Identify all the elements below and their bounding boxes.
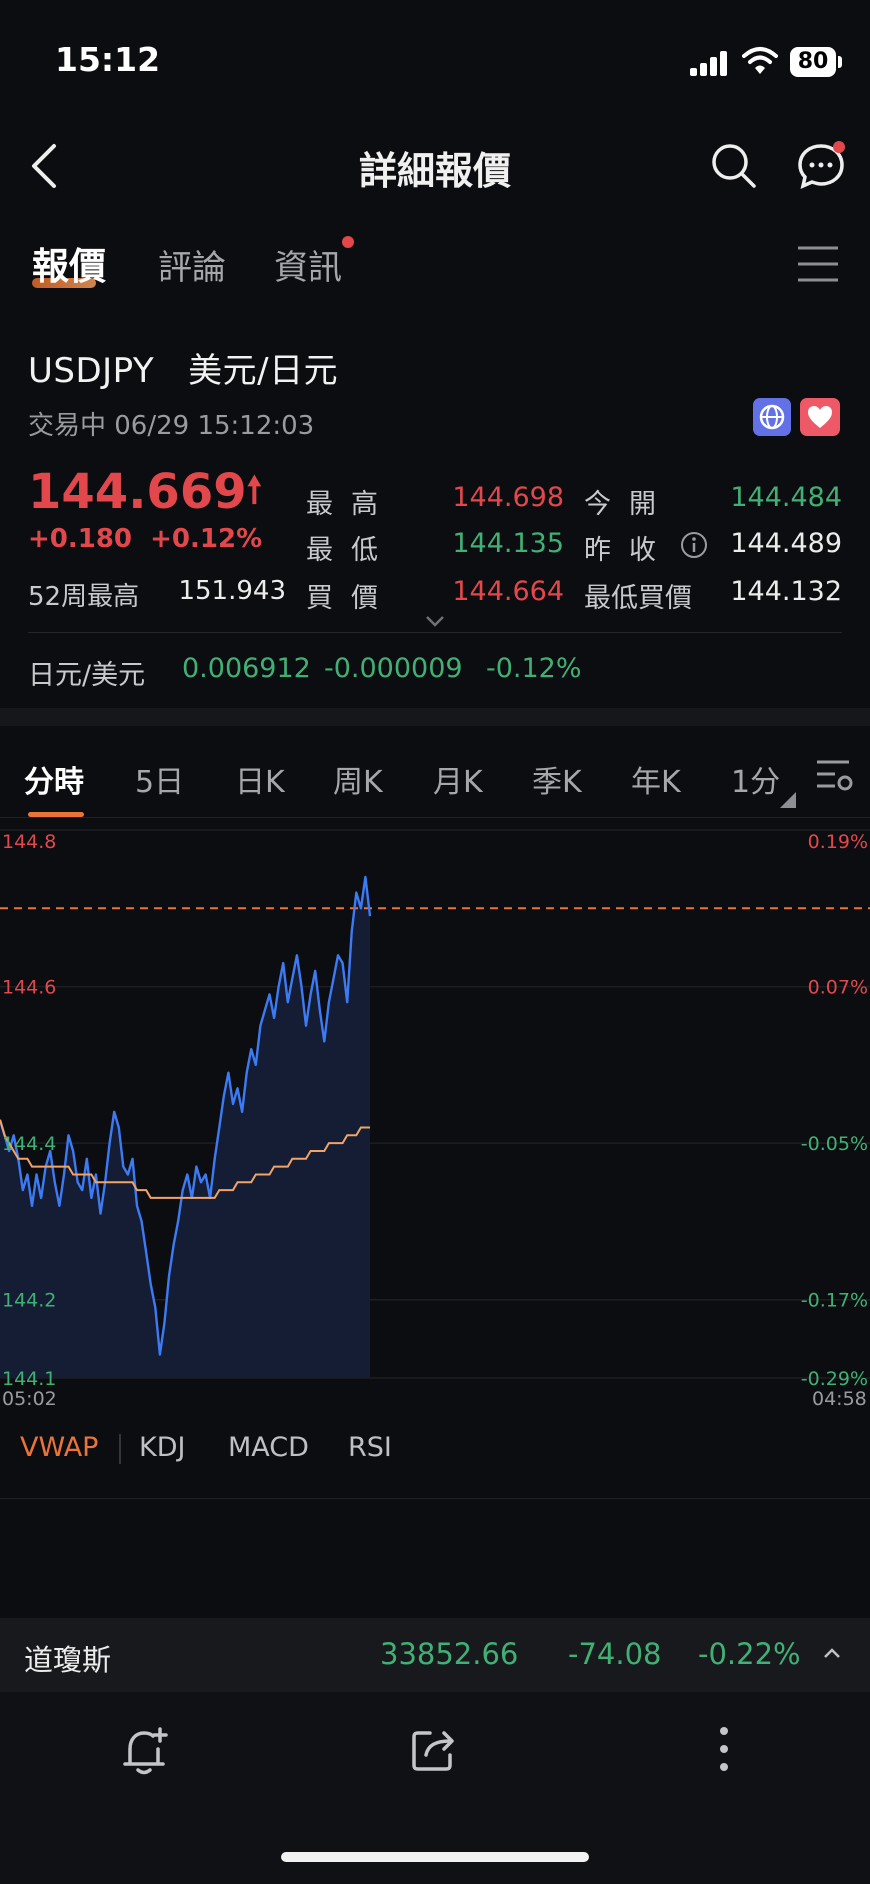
axis-tick-labels: 144.8 0.19% 144.6 0.07% 144.4 -0.05% 144.2 -0.1… xyxy=(2,831,868,1388)
favorite-heart-icon[interactable] xyxy=(800,398,840,436)
low-label: 最低 xyxy=(306,535,396,566)
index-percent: -0.22% xyxy=(698,1637,801,1671)
bid-value: 144.664 xyxy=(452,576,564,607)
page-title: 詳細報價 xyxy=(358,149,511,193)
chevron-up-icon[interactable] xyxy=(822,1646,842,1660)
y-tick-label-right: -0.29% xyxy=(801,1368,868,1388)
price-change: +0.180 +0.12% xyxy=(28,524,263,554)
week52-high-value: 151.943 xyxy=(178,576,286,606)
y-tick-label-left: 144.2 xyxy=(2,1290,56,1312)
x-axis-end-label: 04:58 xyxy=(812,1388,867,1410)
index-ticker-bar[interactable] xyxy=(0,1618,870,1692)
chart-tab-intraday[interactable]: 分時 xyxy=(24,765,84,800)
more-options-icon[interactable] xyxy=(718,1726,730,1772)
low-value: 144.135 xyxy=(452,528,564,559)
battery-tip xyxy=(838,56,842,68)
index-name: 道瓊斯 xyxy=(24,1643,112,1677)
open-value: 144.484 xyxy=(730,482,842,513)
expand-chevron-icon[interactable] xyxy=(424,614,446,628)
last-price: 144.669🠕 xyxy=(28,464,262,525)
y-tick-label-right: 0.19% xyxy=(808,831,868,853)
index-change: -74.08 xyxy=(568,1637,662,1671)
price-alert-bell-icon[interactable] xyxy=(122,1725,170,1777)
chart-tab-weekly[interactable]: 周K xyxy=(333,765,383,800)
intraday-chart[interactable]: 144.8 0.19% 144.6 0.07% 144.4 -0.05% 144.2 -0.1… xyxy=(0,818,870,1388)
cross-rate-value: 0.006912 xyxy=(182,653,311,684)
wifi-icon xyxy=(742,47,778,74)
search-icon[interactable] xyxy=(710,142,758,190)
indicator-kdj[interactable]: KDJ xyxy=(139,1432,186,1463)
bid-label: 買價 xyxy=(306,583,396,614)
min-bid-value: 144.132 xyxy=(730,576,842,607)
min-bid-label: 最低買價 xyxy=(584,583,692,614)
cellular-signal-icon xyxy=(690,50,730,76)
prev-close-label: 昨收 xyxy=(584,535,674,566)
index-value: 33852.66 xyxy=(380,1637,519,1671)
chart-tab-1min[interactable]: 1分 xyxy=(731,765,781,800)
chart-settings-icon[interactable] xyxy=(815,758,855,794)
open-label: 今開 xyxy=(584,489,674,520)
chart-tab-quarterly[interactable]: 季K xyxy=(532,765,582,800)
chart-tab-underline xyxy=(28,812,84,817)
chart-tab-yearly[interactable]: 年K xyxy=(631,765,681,800)
chart-tab-5day[interactable]: 5日 xyxy=(135,765,185,800)
info-icon[interactable] xyxy=(680,531,708,559)
news-notification-dot xyxy=(342,236,354,248)
last-price-value: 144.669 xyxy=(28,464,247,520)
y-tick-label-left: 144.8 xyxy=(2,831,56,853)
x-axis-start-label: 05:02 xyxy=(2,1388,57,1410)
tab-quote-underline xyxy=(32,278,96,288)
divider xyxy=(28,632,842,633)
high-value: 144.698 xyxy=(452,482,564,513)
trading-status: 交易中 06/29 15:12:03 xyxy=(28,411,315,441)
indicator-macd[interactable]: MACD xyxy=(228,1432,309,1463)
indicator-vwap[interactable]: VWAP xyxy=(20,1432,99,1463)
back-button[interactable] xyxy=(26,142,62,190)
tab-quote[interactable]: 報價 xyxy=(32,245,106,288)
price-line-series xyxy=(0,875,372,1356)
cross-rate-change: -0.000009 xyxy=(324,653,463,684)
cross-rate-label: 日元/美元 xyxy=(28,660,146,691)
home-indicator xyxy=(281,1852,589,1862)
battery-indicator: 80 xyxy=(790,47,836,77)
prev-close-value: 144.489 xyxy=(730,528,842,559)
y-tick-label-left: 144.1 xyxy=(2,1368,56,1388)
menu-icon[interactable] xyxy=(798,246,838,282)
y-tick-label-left: 144.6 xyxy=(2,977,56,999)
status-time: 15:12 xyxy=(55,40,161,79)
indicator-separator xyxy=(119,1434,121,1464)
message-icon[interactable] xyxy=(795,140,847,192)
y-tick-label-right: -0.05% xyxy=(801,1133,868,1155)
indicator-rsi[interactable]: RSI xyxy=(348,1432,392,1463)
tab-comments[interactable]: 評論 xyxy=(158,248,226,288)
week52-high-label: 52周最高 xyxy=(28,582,140,612)
tab-news[interactable]: 資訊 xyxy=(274,248,342,288)
section-gap xyxy=(0,708,870,726)
y-tick-label-right: -0.17% xyxy=(801,1290,868,1312)
chart-tab-monthly[interactable]: 月K xyxy=(433,765,483,800)
share-icon[interactable] xyxy=(410,1725,458,1773)
divider xyxy=(0,1498,870,1499)
divider xyxy=(0,817,870,818)
dropdown-corner-icon xyxy=(780,792,796,808)
vwap-line-series xyxy=(0,1119,370,1199)
symbol-name: USDJPY 美元/日元 xyxy=(28,351,339,391)
chart-tab-daily[interactable]: 日K xyxy=(235,765,285,800)
high-label: 最高 xyxy=(306,489,396,520)
globe-icon[interactable] xyxy=(753,398,791,436)
up-arrow-icon: 🠕 xyxy=(246,470,263,511)
y-tick-label-right: 0.07% xyxy=(808,977,868,999)
cross-rate-percent: -0.12% xyxy=(486,653,582,684)
y-tick-label-left: 144.4 xyxy=(2,1133,56,1155)
